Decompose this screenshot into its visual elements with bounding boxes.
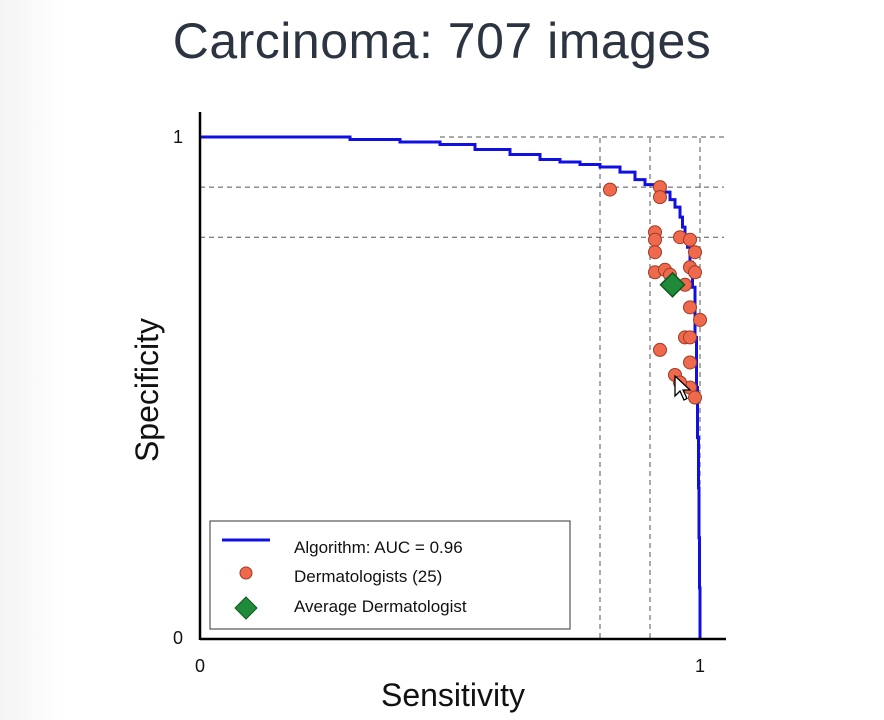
dermatologist-point [648,232,662,247]
average-dermatologist-marker [659,271,686,298]
dermatologist-point [683,300,697,315]
mouse-pointer-icon [674,374,694,408]
x-tick-label: 1 [695,656,705,676]
dermatologist-points [603,180,707,405]
dermatologist-point [688,265,702,280]
dermatologist-point [693,312,707,327]
dermatologist-point [653,342,667,357]
legend-entry-average: Average Dermatologist [294,597,467,616]
legend: Algorithm: AUC = 0.96 Dermatologists (25… [209,520,571,630]
legend-dot-swatch [239,566,253,580]
dermatologist-point [688,390,702,405]
slide-background-band [0,0,68,720]
x-tick-label: 0 [195,656,205,676]
tick-labels: 0 1 0 1 [173,127,705,676]
legend-entry-dermatologists: Dermatologists (25) [294,567,442,586]
y-axis-label: Specificity [129,318,165,462]
legend-diamond-swatch [234,596,258,620]
dermatologist-point [653,190,667,205]
legend-entry-algorithm: Algorithm: AUC = 0.96 [294,538,463,557]
dermatologist-point [603,182,617,197]
dermatologist-point [688,245,702,260]
dermatologist-point [683,232,697,247]
y-tick-label: 1 [173,127,183,147]
slide-title: Carcinoma: 707 images [172,13,712,69]
dermatologist-point [683,355,697,370]
average-dermatologist-marker-group [659,271,686,298]
y-tick-label: 0 [173,628,183,648]
dermatologist-point [683,330,697,345]
x-axis-label: Sensitivity [381,677,525,713]
axes [198,112,726,641]
reference-lines [200,136,724,638]
dermatologist-point [648,245,662,260]
